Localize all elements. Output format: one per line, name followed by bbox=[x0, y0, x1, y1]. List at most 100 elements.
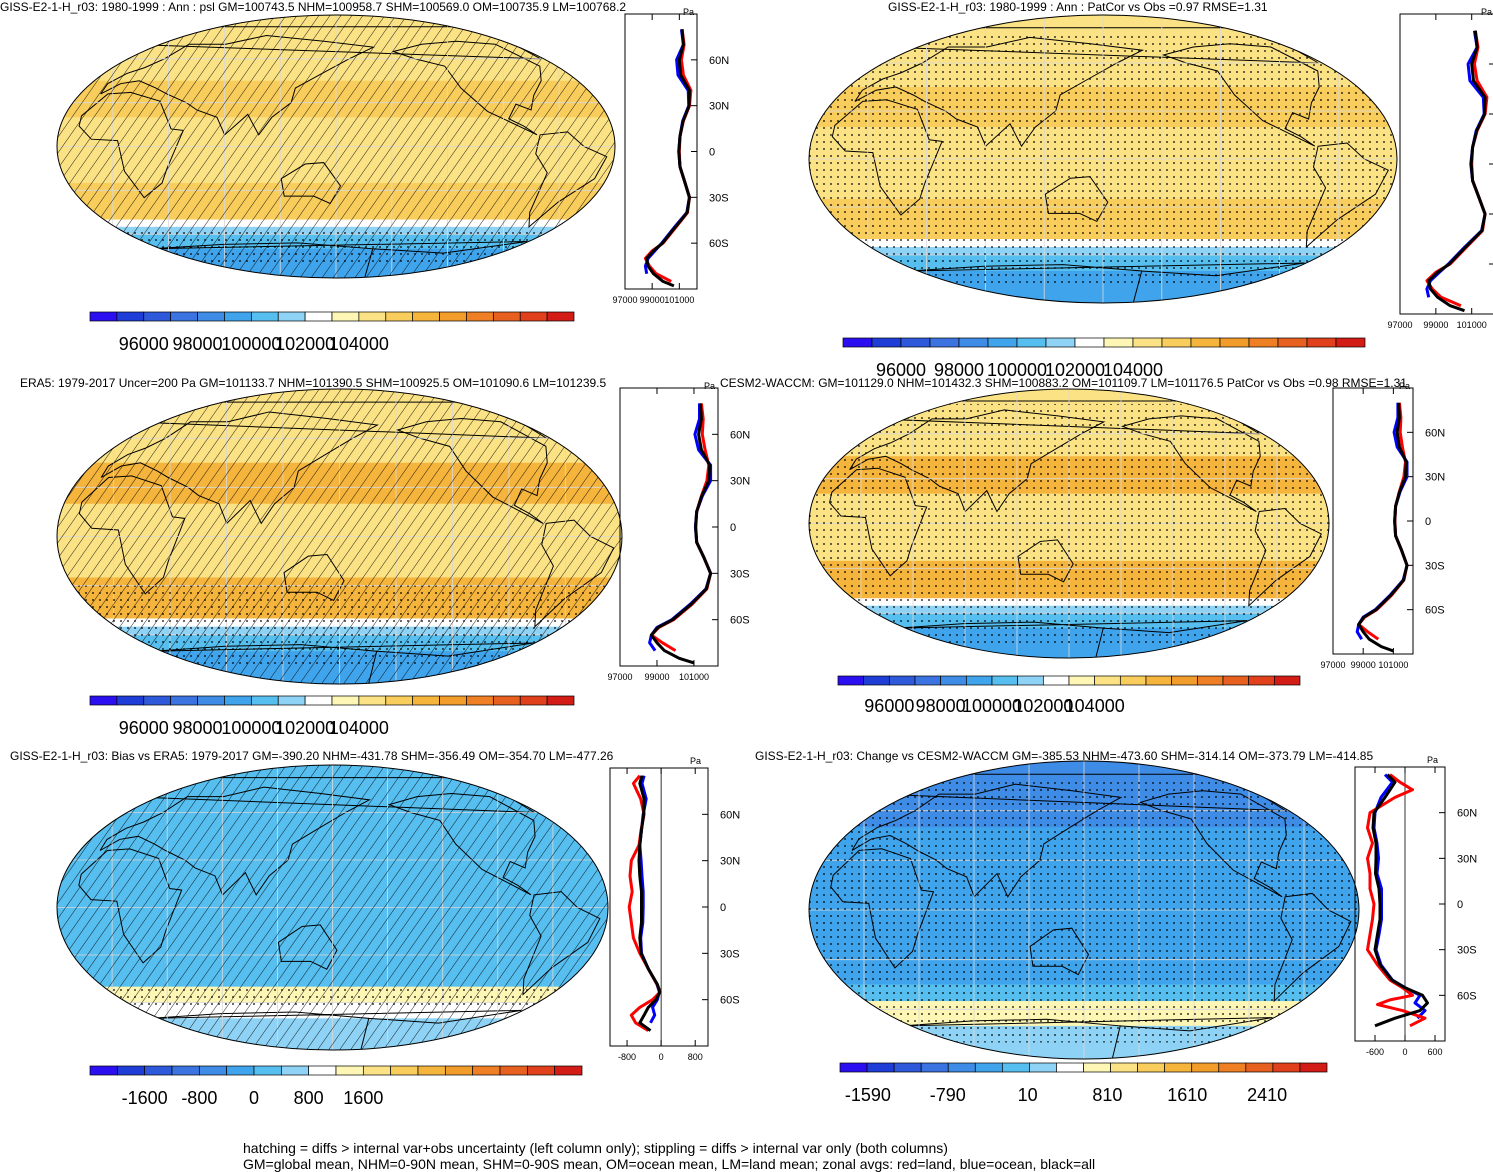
colorbar-label: 96000 bbox=[875, 360, 927, 380]
zonal-lat-label: 30N bbox=[720, 856, 740, 868]
colorbar-swatch bbox=[143, 695, 172, 706]
colorbar-label: 98000 bbox=[933, 360, 985, 380]
zonal-land-line bbox=[1425, 30, 1489, 308]
colorbar-swatch bbox=[1248, 337, 1279, 348]
zonal-x-label: 101000 bbox=[679, 672, 709, 682]
zonal-lat-label: 60N bbox=[1457, 808, 1477, 820]
map-model-clim bbox=[56, 14, 616, 279]
map-bias bbox=[56, 764, 609, 1051]
colorbar-swatch bbox=[1001, 1062, 1030, 1073]
zonal-x-label: 99000 bbox=[640, 295, 665, 305]
colorbar-swatch bbox=[1196, 675, 1224, 686]
colorbar-change bbox=[839, 1062, 1328, 1073]
colorbar-swatch bbox=[1248, 675, 1275, 686]
colorbar-swatch bbox=[304, 311, 333, 322]
zonal-x-label: 600 bbox=[1427, 1047, 1442, 1057]
colorbar-swatch bbox=[385, 311, 414, 322]
colorbar-obs-clim bbox=[89, 695, 575, 706]
colorbar-swatch bbox=[116, 695, 145, 706]
colorbar-swatch bbox=[277, 311, 306, 322]
zonal-x-label: 97000 bbox=[1387, 320, 1412, 330]
colorbar-label: 104000 bbox=[328, 334, 389, 354]
colorbar-label: 98000 bbox=[915, 696, 966, 716]
zonal-lat-label: 60S bbox=[1425, 605, 1445, 617]
footer-line-1: hatching = diffs > internal var+obs unce… bbox=[243, 1140, 948, 1156]
colorbar-swatch bbox=[1335, 337, 1366, 348]
colorbar-swatch bbox=[987, 337, 1018, 348]
colorbar-swatch bbox=[1299, 1062, 1328, 1073]
colorbar-swatch bbox=[1306, 337, 1337, 348]
zonal-lat-label: 30S bbox=[730, 568, 750, 580]
colorbar-label: 102000 bbox=[275, 334, 336, 354]
colorbar-swatch bbox=[466, 311, 494, 322]
colorbar-swatch bbox=[1103, 337, 1134, 348]
colorbar-swatch bbox=[1277, 337, 1308, 348]
colorbar-swatch bbox=[1094, 675, 1121, 686]
colorbar-swatch bbox=[1218, 1062, 1247, 1073]
colorbar-swatch bbox=[1083, 1062, 1111, 1073]
colorbar-swatch bbox=[277, 695, 306, 706]
colorbar-obs-clim-2 bbox=[837, 675, 1301, 686]
colorbar-swatch bbox=[965, 675, 993, 686]
zonal-unit: Pa bbox=[1427, 755, 1439, 765]
colorbar-swatch bbox=[1074, 337, 1105, 348]
colorbar-swatch bbox=[1190, 337, 1221, 348]
colorbar-swatch bbox=[1272, 1062, 1301, 1073]
colorbar-swatch bbox=[439, 695, 467, 706]
zonal-x-label: 99000 bbox=[644, 672, 669, 682]
colorbar-swatch bbox=[412, 695, 440, 706]
zonal-lat-label: 60S bbox=[720, 995, 740, 1007]
panel-title: GISS-E2-1-H_r03: 1980-1999 : Ann : PatCo… bbox=[888, 0, 1268, 14]
zonal-unit: Pa bbox=[683, 7, 694, 17]
colorbar-label: 98000 bbox=[172, 334, 223, 354]
zonal-lat-label: 0 bbox=[730, 522, 736, 534]
zonal-ocean-line bbox=[1372, 773, 1427, 1020]
zonal-all-line bbox=[645, 29, 691, 288]
colorbar-swatch bbox=[1222, 675, 1250, 686]
zonal-x-label: 0 bbox=[1402, 1047, 1407, 1057]
colorbar-swatch bbox=[871, 337, 902, 348]
colorbar-label: 1610 bbox=[1167, 1085, 1208, 1105]
colorbar-swatch bbox=[335, 1065, 364, 1076]
colorbar-model-clim bbox=[89, 311, 575, 322]
colorbar-swatch bbox=[171, 1065, 200, 1076]
colorbar-swatch bbox=[947, 1062, 976, 1073]
colorbar-swatch bbox=[1017, 675, 1044, 686]
colorbar-swatch bbox=[888, 675, 916, 686]
colorbar-swatch bbox=[331, 311, 360, 322]
colorbar-swatch bbox=[863, 675, 890, 686]
colorbar-label: 800 bbox=[293, 1088, 324, 1108]
zonal-x-label: 97000 bbox=[612, 295, 637, 305]
colorbar-swatch bbox=[554, 1065, 583, 1076]
zonal-lat-label: 30S bbox=[709, 192, 729, 204]
colorbar-label: -790 bbox=[929, 1085, 966, 1105]
colorbar-swatch bbox=[198, 1065, 228, 1076]
figure-footer: hatching = diffs > internal var+obs unce… bbox=[243, 1140, 1095, 1172]
colorbar-label: -1590 bbox=[844, 1085, 891, 1105]
panel-title: GISS-E2-1-H_r03: Change vs CESM2-WACCM G… bbox=[755, 749, 1374, 763]
colorbar-swatch bbox=[492, 695, 521, 706]
colorbar-swatch bbox=[1171, 675, 1198, 686]
colorbar-swatch bbox=[331, 695, 360, 706]
colorbar-label: 104000 bbox=[1064, 696, 1125, 716]
zonal-lat-label: 60S bbox=[730, 615, 750, 627]
colorbar-label: 100000 bbox=[962, 696, 1023, 716]
zonal-lat-label: 30N bbox=[1425, 472, 1445, 484]
colorbar-swatch bbox=[358, 311, 387, 322]
colorbar-label: 10 bbox=[1017, 1085, 1038, 1105]
panel-title: GISS-E2-1-H_r03: 1980-1999 : Ann : psl G… bbox=[0, 0, 627, 14]
zonal-lat-label: 0 bbox=[709, 147, 715, 159]
zonal-lat-label: 0 bbox=[1425, 516, 1431, 528]
zonal-lat-label: 0 bbox=[720, 902, 726, 914]
colorbar-swatch bbox=[1029, 1062, 1057, 1073]
colorbar-label: 810 bbox=[1092, 1085, 1123, 1105]
colorbar-swatch bbox=[144, 1065, 173, 1076]
panel-title: CESM2-WACCM: GM=101129.0 NHM=101432.3 SH… bbox=[720, 376, 1407, 390]
colorbar-swatch bbox=[170, 311, 198, 322]
colorbar-swatch bbox=[526, 1065, 556, 1076]
colorbar-swatch bbox=[1045, 337, 1076, 348]
colorbar-swatch bbox=[842, 337, 873, 348]
zonal-unit: Pa bbox=[690, 756, 702, 766]
colorbar-label: 104000 bbox=[328, 718, 389, 738]
colorbar-label: 1600 bbox=[343, 1088, 384, 1108]
